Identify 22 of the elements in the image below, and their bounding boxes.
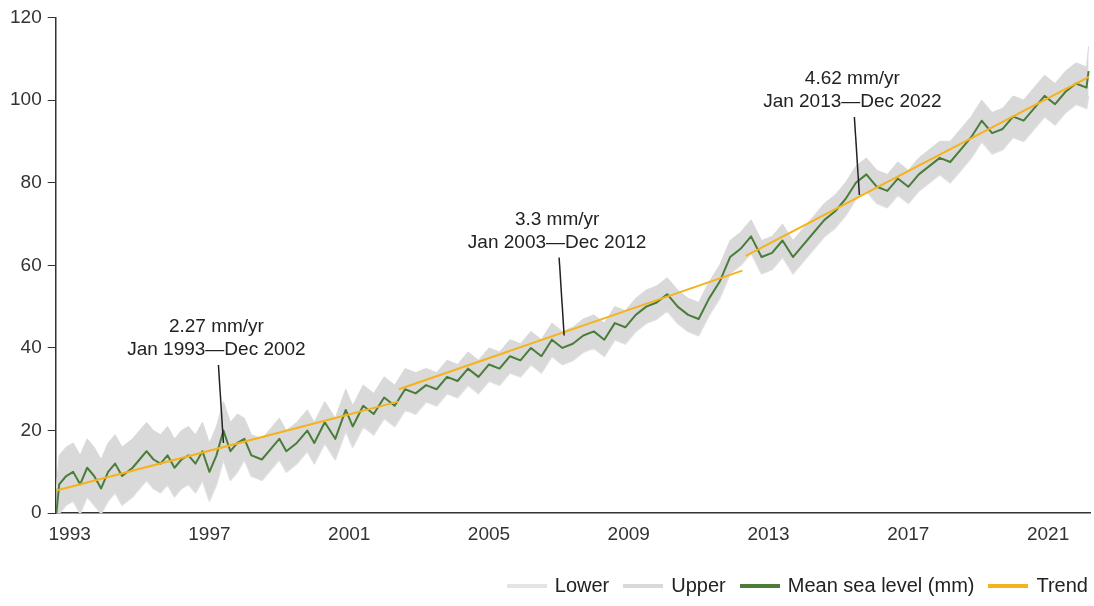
x-tick-label: 1997 [188, 522, 231, 544]
x-tick-label: 2001 [328, 522, 371, 544]
y-tick-label: 20 [20, 418, 42, 440]
y-tick-label: 80 [20, 170, 42, 192]
x-tick-label: 2021 [1026, 522, 1070, 544]
legend-label: Mean sea level (mm) [787, 574, 975, 597]
annotation: 4.62 mm/yr Jan 2013—Dec 2022 [763, 67, 942, 112]
x-tick-label: 2005 [467, 522, 511, 544]
legend-label: Trend [1036, 574, 1088, 597]
annotation: 2.27 mm/yr Jan 1993—Dec 2002 [127, 314, 306, 359]
x-tick-label: 2009 [607, 522, 650, 544]
x-tick-label: 1993 [48, 522, 91, 544]
y-tick-label: 60 [20, 253, 42, 275]
y-tick-label: 120 [10, 5, 42, 27]
x-tick-label: 2017 [887, 522, 930, 544]
y-tick-label: 100 [10, 88, 42, 110]
y-tick-label: 0 [31, 501, 42, 523]
legend-label: Lower [554, 574, 610, 597]
y-tick-label: 40 [20, 336, 42, 358]
legend-label: Upper [671, 574, 726, 597]
annotation: 3.3 mm/yr Jan 2003—Dec 2012 [467, 207, 647, 252]
x-tick-label: 2013 [747, 522, 790, 544]
